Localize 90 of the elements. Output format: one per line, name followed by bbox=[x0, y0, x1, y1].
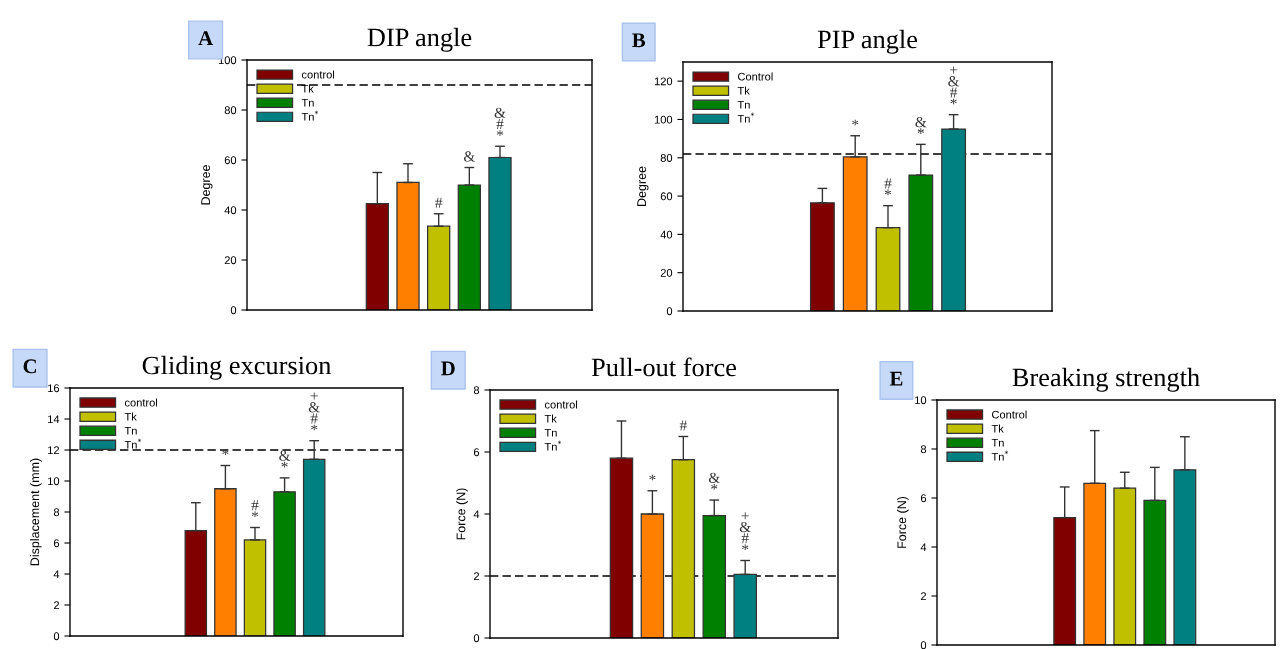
text: C bbox=[23, 359, 36, 374]
data-label: * bbox=[852, 119, 859, 126]
y-tick-label: 80 bbox=[660, 154, 673, 162]
y-tick-label: 80 bbox=[224, 106, 237, 115]
y-axis-title: Degree bbox=[201, 165, 213, 205]
y-tick-label: 8 bbox=[53, 508, 60, 517]
legend-label: Tn bbox=[737, 100, 750, 109]
bar bbox=[908, 174, 934, 311]
y-axis-title: Force (N) bbox=[897, 496, 909, 548]
text: A bbox=[198, 31, 213, 46]
y-tick-label: 2 bbox=[473, 572, 480, 581]
data-label: & * bbox=[708, 472, 720, 490]
y-tick-label: 4 bbox=[53, 570, 60, 579]
y-tick-label: 4 bbox=[920, 543, 927, 552]
y-tick-label: 6 bbox=[473, 448, 480, 457]
legend-label: Tn$^{*}$ bbox=[737, 112, 755, 123]
legend-label: control bbox=[301, 70, 335, 79]
bar bbox=[1173, 469, 1197, 645]
y-tick-label: 16 bbox=[48, 384, 60, 393]
y-tick-label: 2 bbox=[920, 592, 927, 601]
legend-label: Tk bbox=[737, 86, 750, 95]
legend-label: control bbox=[124, 398, 158, 407]
data-label: # bbox=[435, 197, 443, 208]
legend-label: Tn bbox=[124, 426, 137, 435]
y-tick-label: 60 bbox=[224, 156, 237, 165]
bar bbox=[941, 128, 967, 311]
bar bbox=[243, 539, 267, 636]
y-tick-label: 40 bbox=[224, 206, 237, 215]
legend-label: Tk bbox=[991, 424, 1004, 433]
y-tick-label: 40 bbox=[660, 230, 673, 239]
legend-label: Tn bbox=[301, 98, 314, 107]
chart-title: PIP angle bbox=[817, 29, 918, 54]
y-tick-label: 12 bbox=[48, 446, 60, 455]
y-axis-title: Displacement (mm) bbox=[30, 458, 42, 566]
data-label: # bbox=[679, 420, 687, 431]
legend-label: Control bbox=[738, 72, 773, 81]
text: B bbox=[632, 33, 646, 48]
chart-title: Breaking strength bbox=[1012, 367, 1200, 392]
y-tick-label: 0 bbox=[920, 641, 927, 649]
y-tick-label: 20 bbox=[224, 256, 237, 265]
text: D bbox=[441, 361, 455, 376]
legend-label: Tn bbox=[991, 438, 1004, 447]
legend-label: Tn$^{*}$ bbox=[124, 438, 142, 449]
chart-title: Pull-out force bbox=[591, 357, 737, 377]
data-label: * bbox=[649, 474, 656, 481]
chart-title: Gliding excursion bbox=[142, 355, 332, 380]
y-tick-label: 0 bbox=[230, 306, 237, 315]
y-axis-title: Degree bbox=[637, 166, 649, 206]
text: E bbox=[889, 371, 903, 386]
legend-label: Tk bbox=[301, 84, 314, 93]
y-tick-label: 10 bbox=[915, 396, 927, 405]
y-tick-label: 20 bbox=[660, 268, 673, 277]
y-tick-label: 120 bbox=[654, 77, 673, 86]
legend-label: Tn$^{*}$ bbox=[301, 110, 319, 121]
y-tick-label: 6 bbox=[920, 494, 927, 503]
data-label: # * bbox=[251, 500, 259, 518]
data-label: & # * bbox=[494, 107, 506, 136]
y-tick-label: 6 bbox=[53, 539, 60, 548]
y-tick-label: 0 bbox=[473, 634, 480, 643]
data-label: & bbox=[463, 151, 475, 162]
chart-title: DIP angle bbox=[367, 27, 472, 52]
legend-label: control bbox=[544, 400, 578, 409]
bar bbox=[842, 156, 868, 311]
legend-label: Tn bbox=[544, 428, 557, 437]
bar bbox=[640, 513, 665, 638]
y-tick-label: 100 bbox=[654, 115, 673, 124]
data-label: + & # * bbox=[308, 392, 320, 431]
y-tick-label: 4 bbox=[473, 510, 480, 519]
data-label: & * bbox=[915, 116, 927, 134]
legend-label: Tn$^{*}$ bbox=[991, 450, 1009, 461]
data-label: * bbox=[222, 449, 229, 456]
legend-label: Control bbox=[992, 410, 1027, 419]
bar bbox=[273, 491, 296, 636]
data-label: + & # * bbox=[948, 66, 960, 105]
y-tick-label: 60 bbox=[660, 192, 673, 201]
y-tick-label: 0 bbox=[53, 632, 60, 641]
y-tick-label: 2 bbox=[53, 601, 60, 610]
y-axis-title: Force (N) bbox=[456, 488, 468, 540]
legend-label: Tn$^{*}$ bbox=[544, 440, 562, 451]
y-tick-label: 8 bbox=[473, 386, 480, 395]
y-tick-label: 14 bbox=[48, 415, 60, 424]
legend-label: Tk bbox=[544, 414, 557, 423]
y-tick-label: 0 bbox=[666, 307, 673, 316]
data-label: # * bbox=[884, 178, 892, 196]
data-label: & * bbox=[279, 450, 291, 468]
y-tick-label: 10 bbox=[48, 477, 60, 486]
y-tick-label: 8 bbox=[920, 445, 927, 454]
legend-label: Tk bbox=[124, 412, 137, 421]
bar bbox=[457, 184, 481, 310]
data-label: + & # * bbox=[739, 512, 751, 551]
